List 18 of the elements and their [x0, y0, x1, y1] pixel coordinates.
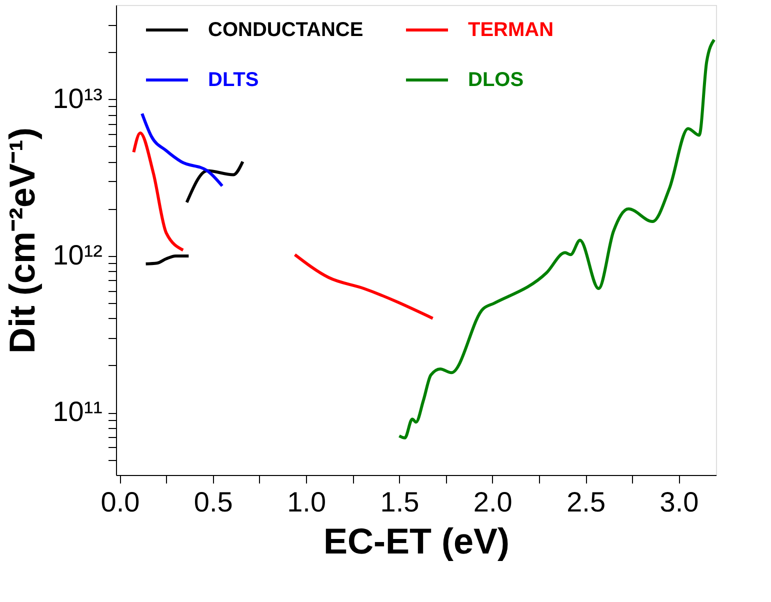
x-tick-label: 1.0: [287, 486, 326, 518]
x-tick-label: 1.5: [380, 486, 420, 518]
y-tick-label: 10¹¹: [52, 396, 102, 428]
x-tick-label: 0.5: [194, 486, 233, 518]
legend-label: DLTS: [208, 69, 259, 91]
x-tick-label: 3.0: [660, 486, 699, 518]
x-axis-title: EC-ET (eV): [323, 520, 510, 562]
x-tick-label: 0.0: [100, 486, 140, 518]
y-tick-label: 10¹³: [52, 82, 102, 114]
line-series: [398, 38, 716, 440]
y-tick-label: 10¹²: [52, 239, 102, 270]
y-axis-title: Dit (cm⁻²eV⁻¹): [2, 127, 43, 354]
x-tick-label: 2.0: [473, 486, 512, 518]
legend-label: CONDUCTANCE: [208, 19, 364, 41]
legend-label: DLOS: [468, 69, 524, 91]
x-tick-label: 2.5: [566, 486, 606, 518]
legend-label: TERMAN: [468, 19, 554, 41]
line-series: [140, 112, 224, 188]
